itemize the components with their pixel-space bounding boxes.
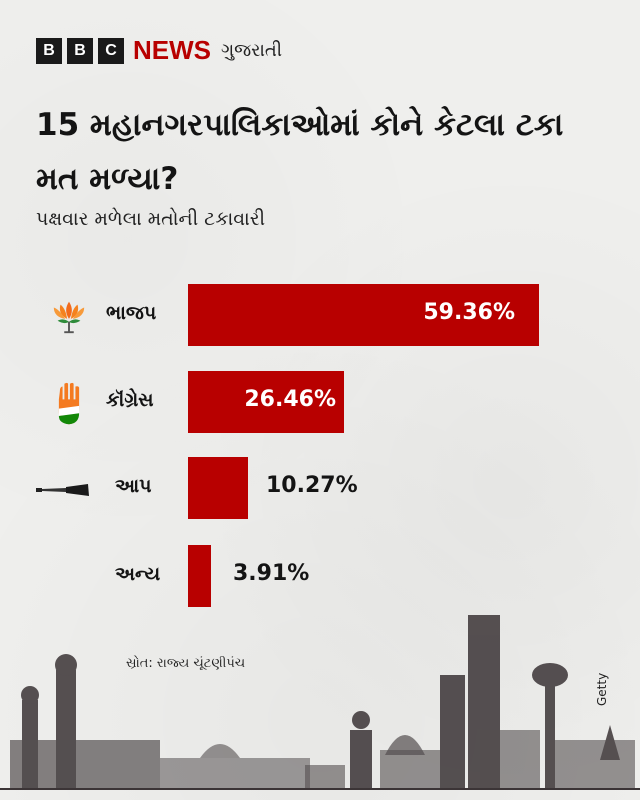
bar (188, 457, 248, 519)
hand-icon (58, 382, 80, 425)
news-wordmark: NEWS (133, 35, 211, 65)
chart-title: 15 મહાનગરપાલિકાઓમાં કોને કેટલા ટકા મત મળ… (36, 107, 564, 197)
source-note: સ્રોત: રાજ્ય ચૂંટણીપંચ (126, 656, 246, 671)
bar-row-congress: કૉંગ્રેસ 26.46% (0, 371, 640, 433)
bar (188, 545, 211, 607)
bar-value: 26.46% (244, 387, 336, 412)
party-label: આપ (115, 475, 152, 497)
chart-subtitle: પક્ષવાર મળેલા મતોની ટકાવારી (36, 208, 266, 230)
bar-value: 59.36% (423, 300, 515, 325)
bbc-letter: B (36, 37, 62, 64)
city-skyline-illustration (0, 615, 640, 790)
bbc-news-gujarati-logo: B B C NEWS ગુજરાતી (36, 35, 282, 66)
party-label: અન્ય (115, 563, 161, 585)
language-label: ગુજરાતી (221, 40, 282, 61)
bar-row-bjp: ભાજપ 59.36% (0, 284, 640, 346)
bar: 59.36% (188, 284, 539, 346)
bar: 26.46% (188, 371, 344, 433)
party-label: કૉંગ્રેસ (106, 389, 154, 411)
lotus-icon (53, 301, 85, 334)
bar-row-aap: આપ 10.27% (0, 457, 640, 519)
bar-value: 10.27% (266, 473, 358, 498)
broom-icon (36, 484, 89, 496)
bbc-letter: C (98, 37, 124, 64)
bar-row-others: અન્ય 3.91% (0, 545, 640, 607)
party-label: ભાજપ (106, 302, 157, 324)
bar-value: 3.91% (233, 561, 310, 586)
bbc-letter: B (67, 37, 93, 64)
